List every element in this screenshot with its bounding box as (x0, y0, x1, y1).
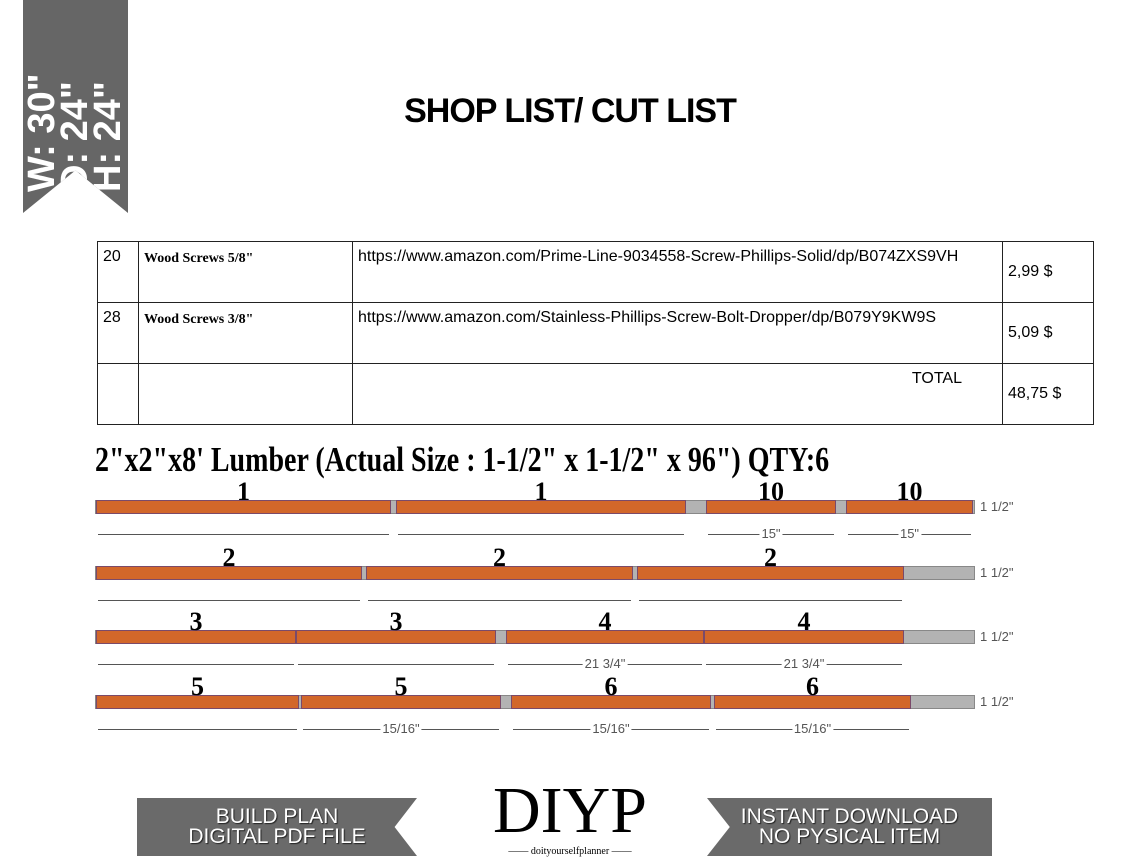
item-cell (138, 363, 353, 425)
table-row: TOTAL 48,75 $ (97, 363, 1094, 425)
dimension-label: 15" (759, 526, 783, 541)
thickness-label: 1 1/2" (980, 499, 1014, 514)
logo-subtitle: —— doityourselfplanner —— (508, 846, 632, 857)
cut-piece (706, 500, 836, 514)
lumber-board: 2 2 2 (95, 543, 975, 601)
cut-piece (396, 500, 686, 514)
thickness-label: 1 1/2" (980, 694, 1014, 709)
cut-piece (366, 566, 633, 580)
dimension-line: 21 3/4" (706, 656, 902, 671)
banner-line: DIGITAL PDF FILE (188, 825, 366, 848)
qty-cell: 28 (97, 302, 139, 364)
dimension-line (398, 534, 684, 535)
dimension-label: 21 3/4" (582, 656, 628, 671)
cut-piece (96, 566, 362, 580)
cut-piece (846, 500, 973, 514)
cut-piece (96, 500, 391, 514)
build-plan-banner: BUILD PLAN DIGITAL PDF FILE (137, 798, 417, 856)
link-cell[interactable]: https://www.amazon.com/Prime-Line-903455… (352, 241, 1003, 303)
qty-cell: 20 (97, 241, 139, 303)
cut-piece (511, 695, 711, 709)
item-cell: Wood Screws 3/8" (138, 302, 353, 364)
piece-label: 10 (896, 477, 923, 506)
piece-label: 2 (764, 543, 777, 572)
dimension-label: 15/16" (791, 721, 834, 736)
cut-piece (637, 566, 904, 580)
piece-label: 2 (222, 543, 236, 572)
price-cell: 48,75 $ (1002, 363, 1094, 425)
item-cell: Wood Screws 5/8" (138, 241, 353, 303)
piece-label: 1 (237, 477, 250, 506)
dimension-line (98, 664, 294, 665)
logo: DIYP (492, 774, 647, 847)
page-title: SHOP LIST/ CUT LIST (404, 92, 737, 130)
dimension-label: 15/16" (380, 721, 422, 736)
price-cell: 2,99 $ (1002, 241, 1094, 303)
lumber-board: 1 1 10 15" 10 15" (95, 477, 975, 541)
banner-line: INSTANT DOWNLOAD (740, 805, 959, 828)
table-row: 20 Wood Screws 5/8" https://www.amazon.c… (97, 241, 1094, 303)
dimension-line (639, 600, 902, 601)
dimension-line: 15" (708, 526, 834, 541)
instant-download-banner: INSTANT DOWNLOAD NO PYSICAL ITEM (707, 798, 992, 856)
cut-piece (704, 630, 904, 644)
cut-piece (296, 630, 496, 644)
dimension-line (98, 600, 360, 601)
cut-piece (714, 695, 911, 709)
dimension-label: 21 3/4" (781, 656, 827, 671)
piece-label: 6 (806, 672, 819, 701)
dimension-line (368, 600, 631, 601)
banner-line: NO PYSICAL ITEM (758, 825, 941, 848)
dimension-line: 15" (848, 526, 971, 541)
shop-list-table: 20 Wood Screws 5/8" https://www.amazon.c… (97, 241, 1094, 425)
cut-piece (506, 630, 704, 644)
piece-label: 3 (389, 607, 403, 636)
dimension-line (98, 534, 389, 535)
banner-line: BUILD PLAN (215, 805, 339, 828)
dimension-line: 21 3/4" (508, 656, 702, 671)
dimension-label: 15" (897, 526, 922, 541)
dimension-line: 15/16" (513, 721, 709, 736)
thickness-label: 1 1/2" (980, 565, 1014, 580)
piece-label: 5 (394, 672, 408, 701)
cut-piece (96, 695, 299, 709)
cut-piece (96, 630, 296, 644)
link-cell[interactable]: https://www.amazon.com/Stainless-Phillip… (352, 302, 1003, 364)
dimension-label: 15/16" (590, 721, 632, 736)
piece-label: 4 (598, 607, 612, 636)
table-row: 28 Wood Screws 3/8" https://www.amazon.c… (97, 302, 1094, 364)
qty-cell (97, 363, 139, 425)
dimension-line: 15/16" (716, 721, 909, 736)
piece-label: 2 (493, 543, 506, 572)
dimension-line: 15/16" (303, 721, 499, 736)
lumber-title: 2"x2"x8' Lumber (Actual Size : 1-1/2" x … (95, 440, 830, 479)
dimension-line (298, 664, 494, 665)
link-cell: TOTAL (352, 363, 1003, 425)
piece-label: 5 (191, 672, 204, 701)
lumber-board: 3 3 4 21 3/4" 4 21 3/4" (95, 607, 975, 671)
piece-label: 10 (758, 477, 784, 506)
piece-label: 6 (604, 672, 618, 701)
piece-label: 1 (534, 477, 548, 506)
price-cell: 5,09 $ (1002, 302, 1094, 364)
dimension-line (98, 729, 297, 730)
piece-label: 3 (189, 607, 203, 636)
logo-sub-text: doityourselfplanner (530, 846, 610, 857)
cut-piece (301, 695, 501, 709)
piece-label: 4 (797, 607, 811, 636)
thickness-label: 1 1/2" (980, 629, 1014, 644)
lumber-board: 5 5 15/16" 6 15/16" 6 15/16" (95, 672, 975, 736)
